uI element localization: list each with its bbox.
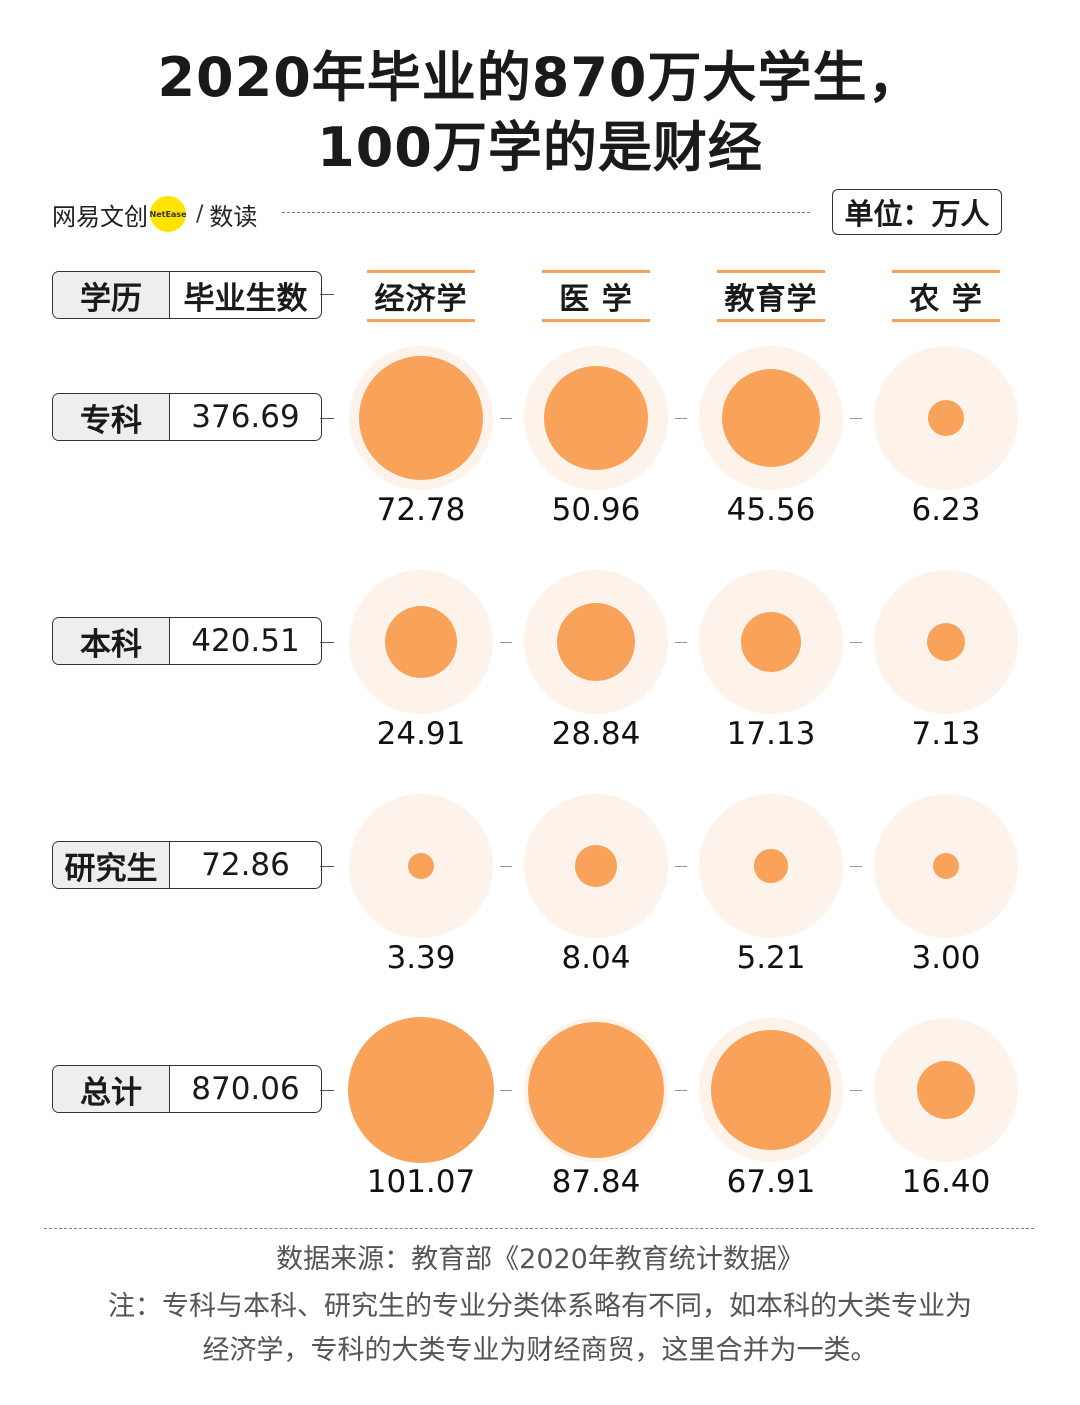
row-tick bbox=[320, 1090, 334, 1091]
row-pill: 研究生 72.86 bbox=[52, 841, 322, 889]
bubble-value-label: 7.13 bbox=[911, 716, 981, 752]
row-tick bbox=[320, 418, 334, 419]
bubble-connector bbox=[500, 866, 512, 867]
header-education-label: 学历 bbox=[53, 272, 170, 318]
header-graduates-label: 毕业生数 bbox=[183, 280, 308, 317]
column-header: 教育学 bbox=[717, 270, 825, 322]
bubble-mark bbox=[544, 366, 648, 470]
row-label: 研究生 bbox=[53, 842, 170, 888]
bubble-value-label: 50.96 bbox=[551, 492, 641, 528]
bubble-value-label: 87.84 bbox=[551, 1164, 641, 1200]
bubble-connector bbox=[500, 418, 512, 419]
bubble-value-label: 24.91 bbox=[376, 716, 466, 752]
footer-divider bbox=[44, 1228, 1034, 1229]
bubble-mark bbox=[348, 1017, 494, 1163]
bubble-value-label: 3.00 bbox=[911, 940, 981, 976]
brand-divider bbox=[282, 212, 810, 213]
netease-logo-icon: NetEase bbox=[150, 196, 187, 232]
row-total: 376.69 bbox=[191, 399, 300, 435]
row-total: 420.51 bbox=[191, 623, 300, 659]
bubble-mark bbox=[740, 611, 802, 673]
row-label: 总计 bbox=[53, 1066, 170, 1112]
chart-title-line-1: 2020年毕业的870万大学生， bbox=[157, 46, 923, 109]
note-line-2: 经济学，专科的大类专业为财经商贸，这里合并为一类。 bbox=[202, 1335, 878, 1366]
brand-name: 网易文创 bbox=[52, 202, 148, 231]
bubble-connector bbox=[850, 866, 862, 867]
row-label: 本科 bbox=[53, 618, 170, 664]
bubble-connector bbox=[850, 642, 862, 643]
bubble-mark bbox=[711, 1030, 831, 1150]
bubble-mark bbox=[407, 852, 435, 880]
bubble-mark bbox=[575, 845, 617, 887]
bubble-mark bbox=[754, 849, 788, 883]
brand: 网易文创 NetEase / 数读 bbox=[52, 196, 257, 232]
bubble-mark bbox=[927, 399, 965, 437]
row-label: 专科 bbox=[53, 394, 170, 440]
bubble-value-label: 5.21 bbox=[736, 940, 806, 976]
row-total: 72.86 bbox=[201, 847, 290, 883]
bubble-mark bbox=[557, 603, 635, 681]
header-pill: 学历 毕业生数 bbox=[52, 271, 322, 319]
bubble-value-label: 6.23 bbox=[911, 492, 981, 528]
bubble-value-label: 16.40 bbox=[901, 1164, 991, 1200]
column-header: 经济学 bbox=[367, 270, 475, 322]
bubble-connector bbox=[675, 418, 687, 419]
row-tick bbox=[320, 866, 334, 867]
bubble-value-label: 17.13 bbox=[726, 716, 816, 752]
bubble-mark bbox=[359, 356, 483, 480]
column-header: 医 学 bbox=[542, 270, 650, 322]
row-pill: 本科 420.51 bbox=[52, 617, 322, 665]
bubble-connector bbox=[675, 866, 687, 867]
bubble-mark bbox=[926, 622, 966, 662]
bubble-mark bbox=[721, 368, 820, 467]
unit-label: 单位：万人 bbox=[832, 189, 1002, 235]
bubble-value-label: 3.39 bbox=[386, 940, 456, 976]
brand-sub: 数读 bbox=[209, 202, 258, 231]
brand-slash: / bbox=[196, 201, 204, 227]
column-header: 农 学 bbox=[892, 270, 1000, 322]
data-source: 数据来源：教育部《2020年教育统计数据》 bbox=[276, 1244, 804, 1275]
bubble-connector bbox=[500, 642, 512, 643]
bubble-connector bbox=[850, 1090, 862, 1091]
row-pill: 总计 870.06 bbox=[52, 1065, 322, 1113]
row-total: 870.06 bbox=[191, 1071, 300, 1107]
bubble-connector bbox=[850, 418, 862, 419]
bubble-value-label: 8.04 bbox=[561, 940, 631, 976]
note-line-1: 注：专科与本科、研究生的专业分类体系略有不同，如本科的大类专业为 bbox=[108, 1291, 972, 1322]
bubble-mark bbox=[933, 853, 959, 879]
bubble-connector bbox=[500, 1090, 512, 1091]
bubble-mark bbox=[916, 1060, 976, 1120]
row-tick bbox=[320, 642, 334, 643]
bubble-value-label: 45.56 bbox=[726, 492, 816, 528]
bubble-connector bbox=[675, 642, 687, 643]
bubble-value-label: 101.07 bbox=[366, 1164, 476, 1200]
bubble-value-label: 67.91 bbox=[726, 1164, 816, 1200]
bubble-mark bbox=[384, 605, 458, 679]
row-pill: 专科 376.69 bbox=[52, 393, 322, 441]
chart-title-line-2: 100万学的是财经 bbox=[317, 116, 763, 179]
bubble-value-label: 28.84 bbox=[551, 716, 641, 752]
bubble-mark bbox=[527, 1021, 665, 1159]
bubble-value-label: 72.78 bbox=[376, 492, 466, 528]
bubble-connector bbox=[675, 1090, 687, 1091]
header-tick bbox=[320, 294, 334, 295]
